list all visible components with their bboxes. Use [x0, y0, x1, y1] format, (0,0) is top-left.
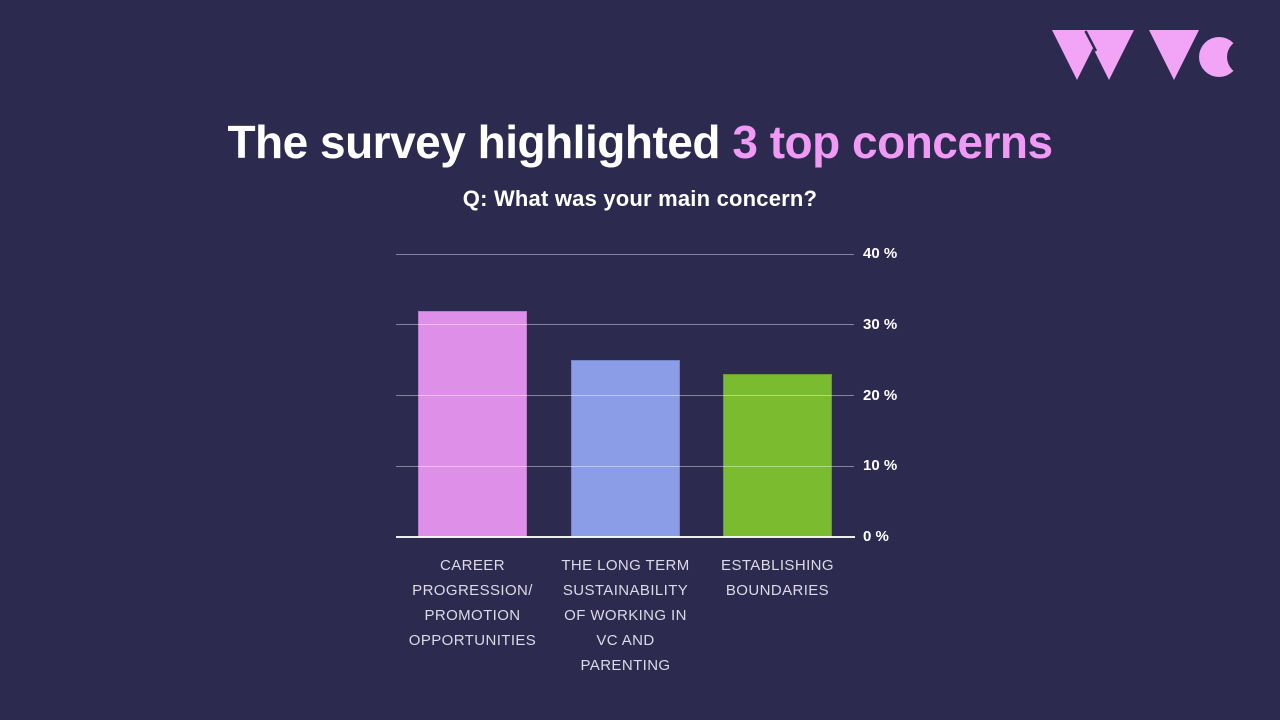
x-axis-line [396, 536, 855, 538]
x-axis-category-label: CAREER PROGRESSION/ PROMOTION OPPORTUNIT… [408, 557, 537, 649]
gridline [396, 395, 854, 396]
gridline [396, 324, 854, 326]
brand-logo [1052, 30, 1263, 80]
gridline [396, 253, 854, 255]
bar-chart-plot-area: 0 % 10 % 20 % 30 % 40 % CAREER PROGRESSION/ P… [396, 245, 897, 674]
logo-letter-w [1052, 30, 1134, 80]
title-text-highlight: 3 top concerns [732, 115, 1053, 168]
gridline [396, 465, 854, 467]
wvc-logo-icon [1052, 30, 1263, 80]
chart-title: Q: What was your main concern? [462, 186, 818, 211]
x-axis-category-label: ESTABLISHING BOUNDARIES [721, 557, 834, 599]
y-axis-tick-label: 10 % [863, 457, 898, 475]
bar-2 [571, 360, 680, 537]
logo-letter-v [1149, 30, 1199, 80]
y-axis-tick-label: 20 % [863, 386, 898, 404]
y-axis-tick-label: 30 % [863, 315, 898, 333]
title-text-white: The survey highlighted [227, 115, 720, 168]
x-axis-category-label: THE LONG TERM SUSTAINABILITY OF WORKING … [561, 557, 690, 674]
y-axis-tick-label: 40 % [863, 245, 898, 262]
bar-1 [418, 310, 527, 537]
logo-letter-c [1199, 37, 1263, 77]
bar-3 [723, 374, 832, 537]
y-axis-tick-label: 0 % [863, 528, 889, 545]
page-title: The survey highlighted 3 top concerns [0, 115, 1280, 169]
